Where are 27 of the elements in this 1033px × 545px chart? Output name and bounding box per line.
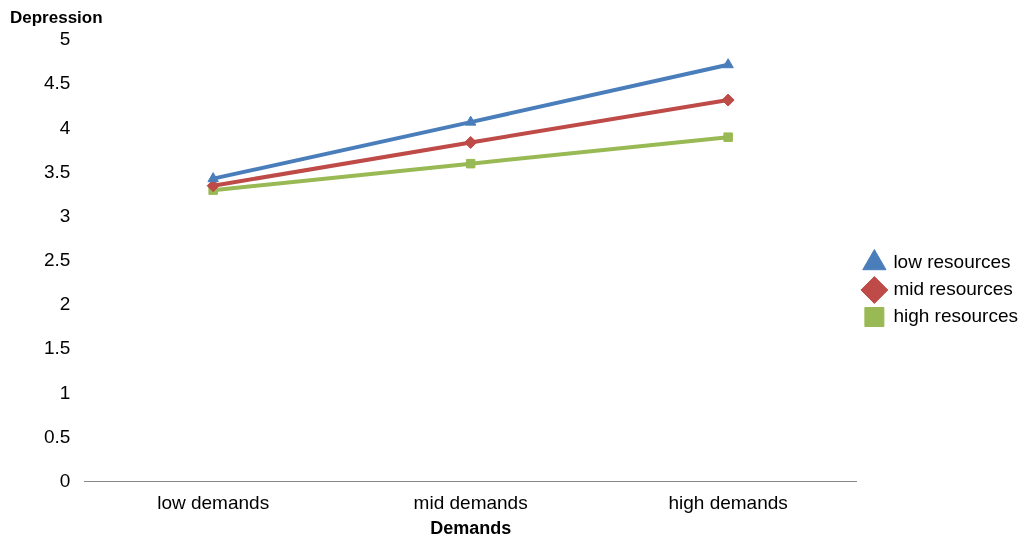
point <box>723 132 733 142</box>
x-axis-title: Demands <box>430 518 512 539</box>
point <box>465 158 476 169</box>
y-tick-label: 4 <box>59 116 71 138</box>
y-tick-label: 3.5 <box>43 160 71 182</box>
y-tick-label: 3 <box>59 204 71 226</box>
y-axis-title: Depression <box>10 8 103 28</box>
y-tick-label: 0.5 <box>43 425 71 447</box>
point <box>464 115 477 126</box>
y-tick-label: 5 <box>59 28 71 50</box>
point <box>464 135 478 149</box>
point <box>206 179 220 193</box>
x-tick-label: low demands <box>157 492 270 514</box>
x-tick-label: mid demands <box>413 492 528 514</box>
y-tick-label: 1 <box>59 381 71 403</box>
y-tick-label: 0 <box>59 469 71 491</box>
point <box>721 93 735 107</box>
y-tick-label: 2 <box>59 293 71 315</box>
y-tick-label: 1.5 <box>43 337 71 359</box>
point <box>722 58 734 69</box>
y-tick-label: 4.5 <box>43 72 71 94</box>
legend-label: high resources <box>893 305 1018 327</box>
legend-label: low resources <box>893 251 1011 273</box>
legend-label: mid resources <box>893 278 1013 300</box>
y-tick-label: 2.5 <box>43 249 71 271</box>
x-tick-label: high demands <box>668 492 788 514</box>
point <box>207 172 219 183</box>
